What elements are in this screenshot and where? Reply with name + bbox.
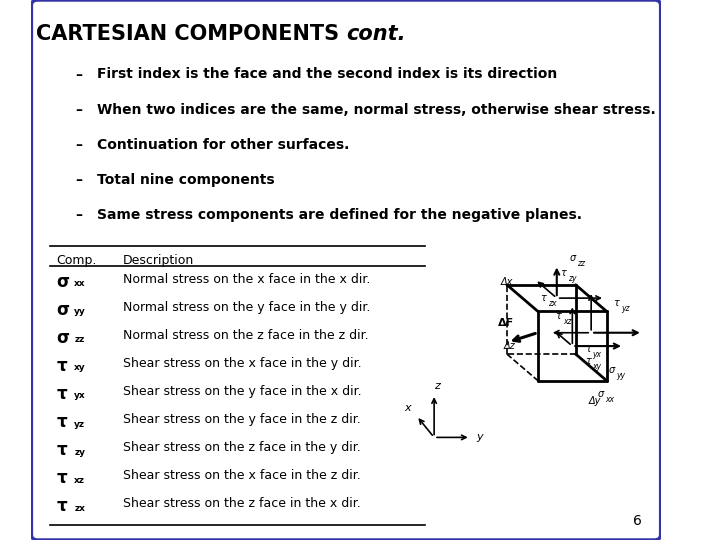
Text: τ: τ <box>585 356 591 366</box>
Text: τ: τ <box>540 293 546 303</box>
Text: yy: yy <box>616 371 626 380</box>
Text: zx: zx <box>547 299 556 308</box>
Text: xy: xy <box>74 363 86 373</box>
Text: Comp.: Comp. <box>57 254 97 267</box>
Text: z: z <box>433 381 440 391</box>
Text: zy: zy <box>567 274 576 283</box>
Text: τ: τ <box>556 312 562 321</box>
Text: When two indices are the same, normal stress, otherwise shear stress.: When two indices are the same, normal st… <box>97 103 656 117</box>
Text: τ: τ <box>57 385 67 403</box>
Text: Δy: Δy <box>588 396 600 406</box>
Text: σ: σ <box>57 301 70 319</box>
Text: yx: yx <box>74 392 86 401</box>
Text: τ: τ <box>560 268 566 278</box>
Text: τ: τ <box>57 441 67 459</box>
Text: τ: τ <box>585 344 591 354</box>
Text: yy: yy <box>74 307 86 316</box>
Text: τ: τ <box>57 469 67 487</box>
Text: zy: zy <box>74 448 85 457</box>
Text: Description: Description <box>122 254 194 267</box>
Text: τ: τ <box>57 357 67 375</box>
Text: Shear stress on the y face in the z dir.: Shear stress on the y face in the z dir. <box>122 413 361 426</box>
Text: y: y <box>476 432 482 442</box>
Text: –: – <box>76 68 82 82</box>
Text: Shear stress on the y face in the x dir.: Shear stress on the y face in the x dir. <box>122 385 361 398</box>
Text: Normal stress on the x face in the x dir.: Normal stress on the x face in the x dir… <box>122 273 370 286</box>
Text: zz: zz <box>74 335 84 345</box>
Text: σ: σ <box>57 329 70 347</box>
Text: zx: zx <box>74 504 85 513</box>
Text: yz: yz <box>74 420 85 429</box>
Text: τ: τ <box>57 413 67 431</box>
Text: σ: σ <box>609 365 615 375</box>
Text: x: x <box>405 403 411 413</box>
Text: xy: xy <box>593 362 601 371</box>
Text: 6: 6 <box>633 514 642 528</box>
Text: CARTESIAN COMPONENTS: CARTESIAN COMPONENTS <box>36 24 346 44</box>
Text: Total nine components: Total nine components <box>97 173 275 187</box>
Text: xz: xz <box>74 476 85 485</box>
Text: xx: xx <box>605 395 613 404</box>
Text: Δz: Δz <box>504 341 516 351</box>
Text: xx: xx <box>74 279 86 288</box>
Text: σ: σ <box>57 273 70 291</box>
Text: σ: σ <box>570 253 575 263</box>
Text: zz: zz <box>577 259 585 268</box>
Text: Continuation for other surfaces.: Continuation for other surfaces. <box>97 138 350 152</box>
Text: –: – <box>76 138 82 152</box>
Text: Shear stress on the x face in the z dir.: Shear stress on the x face in the z dir. <box>122 469 361 482</box>
Text: Shear stress on the x face in the y dir.: Shear stress on the x face in the y dir. <box>122 357 361 370</box>
Text: Shear stress on the z face in the x dir.: Shear stress on the z face in the x dir. <box>122 497 361 510</box>
Text: τ: τ <box>613 298 619 308</box>
Text: yx: yx <box>593 350 601 359</box>
Text: Shear stress on the z face in the y dir.: Shear stress on the z face in the y dir. <box>122 441 361 454</box>
Text: xz: xz <box>563 318 572 326</box>
Text: cont.: cont. <box>346 24 405 44</box>
FancyBboxPatch shape <box>32 0 661 540</box>
Text: Δx: Δx <box>500 277 513 287</box>
Text: –: – <box>76 208 82 222</box>
Text: –: – <box>76 103 82 117</box>
Text: Normal stress on the z face in the z dir.: Normal stress on the z face in the z dir… <box>122 329 368 342</box>
Text: –: – <box>76 173 82 187</box>
Text: σ: σ <box>598 389 603 399</box>
Text: τ: τ <box>57 497 67 515</box>
Text: Same stress components are defined for the negative planes.: Same stress components are defined for t… <box>97 208 582 222</box>
Text: Normal stress on the y face in the y dir.: Normal stress on the y face in the y dir… <box>122 301 370 314</box>
Text: yz: yz <box>621 304 629 313</box>
Text: ΔF: ΔF <box>498 319 515 328</box>
Text: First index is the face and the second index is its direction: First index is the face and the second i… <box>97 68 558 82</box>
